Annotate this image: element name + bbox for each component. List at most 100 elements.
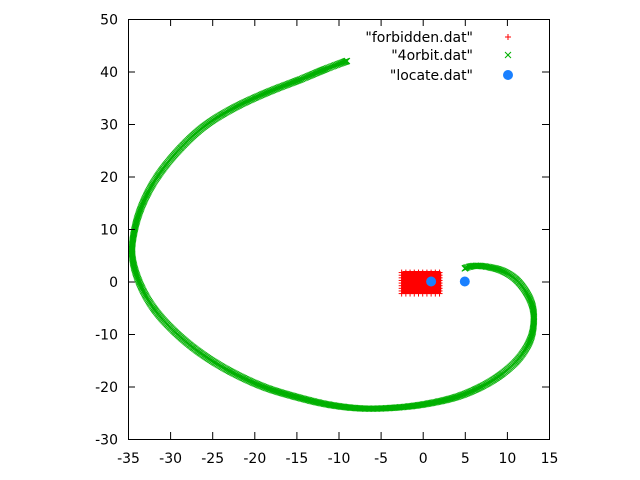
cross-marker-b — [294, 393, 302, 401]
data-layer — [128, 57, 538, 413]
cross-marker-b — [270, 387, 277, 394]
y-tick-label: 30 — [100, 118, 118, 134]
cross-marker-b — [288, 79, 295, 87]
cross-marker-b — [279, 389, 287, 397]
legend-label: "4orbit.dat" — [391, 48, 473, 64]
cross-marker-b — [287, 79, 294, 87]
x-tick-label: -35 — [117, 451, 140, 467]
cross-marker-b — [308, 397, 315, 405]
cross-marker-b — [319, 400, 326, 407]
cross-marker-b — [290, 78, 298, 86]
cross-marker-b — [289, 79, 297, 86]
cross-marker-b — [276, 388, 283, 396]
cross-marker-b — [272, 387, 280, 395]
cross-marker-b — [291, 393, 299, 401]
plot-frame — [128, 19, 550, 440]
cross-marker-b — [273, 388, 281, 395]
cross-marker-b — [136, 208, 143, 216]
cross-marker-b — [268, 386, 276, 394]
cross-marker-b — [278, 389, 286, 397]
cross-marker-b — [275, 388, 282, 396]
cross-marker-b — [131, 264, 138, 272]
cross-marker-b — [134, 275, 142, 283]
cross-marker-b — [301, 395, 309, 403]
cross-marker-b — [132, 269, 140, 277]
cross-marker-b — [316, 399, 324, 407]
cross-marker-b — [135, 210, 143, 217]
cross-marker-b — [495, 266, 503, 273]
cross-marker-b — [130, 263, 138, 270]
cross-marker-b — [131, 265, 139, 273]
cross-marker-b — [313, 398, 320, 406]
cross-marker-b — [285, 391, 293, 399]
cross-marker-b — [303, 396, 310, 404]
cross-marker-b — [462, 390, 470, 397]
cross-marker-b — [456, 392, 464, 400]
cross-marker-b — [343, 57, 351, 65]
cross-marker-b — [262, 384, 270, 392]
cross-marker-b — [267, 386, 275, 393]
cross-marker-b — [288, 392, 295, 400]
cross-marker-b — [492, 265, 500, 272]
x-tick-label: -15 — [285, 451, 308, 467]
cross-marker-b — [528, 330, 536, 338]
cross-marker-b — [527, 298, 535, 306]
cross-marker-b — [132, 268, 139, 275]
cross-marker-b — [290, 392, 298, 400]
cross-marker-b — [293, 393, 300, 401]
cross-marker-b — [135, 276, 142, 284]
x-tick-label: 15 — [541, 451, 559, 467]
cross-marker-b — [133, 273, 141, 280]
cross-marker-b — [133, 271, 140, 279]
cross-marker-b — [134, 212, 142, 220]
legend: "forbidden.dat" "4orbit.dat" "locate.dat" — [365, 30, 513, 84]
cross-marker-b — [287, 391, 294, 399]
cross-marker-b — [283, 390, 291, 398]
cross-marker-b — [289, 392, 297, 400]
legend-label: "forbidden.dat" — [365, 30, 473, 46]
x-tick-label: -10 — [328, 451, 351, 467]
cross-marker-b — [134, 214, 141, 222]
cross-marker-b — [131, 266, 139, 274]
cross-marker-b — [282, 390, 289, 398]
cross-marker-b — [284, 391, 292, 399]
legend-label: "locate.dat" — [390, 68, 473, 84]
cross-marker-b — [260, 383, 268, 391]
cross-marker-b — [482, 263, 490, 270]
cross-marker-b — [271, 387, 279, 395]
cross-marker-b — [457, 391, 465, 399]
y-tick-label: -10 — [95, 328, 118, 344]
cross-marker-b — [300, 395, 308, 403]
cross-marker-b — [491, 264, 499, 272]
cross-marker-b — [266, 385, 274, 393]
locate-point — [459, 276, 470, 287]
cross-marker-b — [299, 395, 306, 403]
y-tick-label: -20 — [95, 380, 118, 396]
cross-marker-b — [455, 392, 463, 400]
cross-marker-b — [320, 400, 328, 408]
cross-marker-b — [264, 384, 271, 392]
cross-marker-b — [321, 400, 329, 408]
cross-marker-b — [261, 384, 269, 391]
x-tick-label: -30 — [159, 451, 182, 467]
x-tick-label: 10 — [498, 451, 516, 467]
cross-marker-b — [335, 60, 343, 68]
cross-marker-b — [309, 397, 316, 405]
cross-marker-b — [277, 389, 285, 396]
legend-marker-circle — [503, 70, 513, 80]
cross-marker-b — [132, 270, 140, 278]
cross-marker-b — [493, 265, 501, 273]
cross-marker-b — [298, 394, 305, 402]
x-tick-label: -25 — [201, 451, 224, 467]
cross-marker-b — [306, 397, 314, 404]
cross-marker-b — [494, 265, 502, 273]
cross-marker-b — [305, 396, 313, 404]
cross-marker-b — [265, 385, 273, 393]
cross-marker-b — [461, 390, 469, 398]
cross-marker-b — [304, 396, 311, 404]
y-tick-label: 20 — [100, 170, 118, 186]
series-locate — [426, 276, 470, 287]
x-tick-label: 0 — [419, 451, 428, 467]
series-forbidden — [398, 269, 443, 297]
